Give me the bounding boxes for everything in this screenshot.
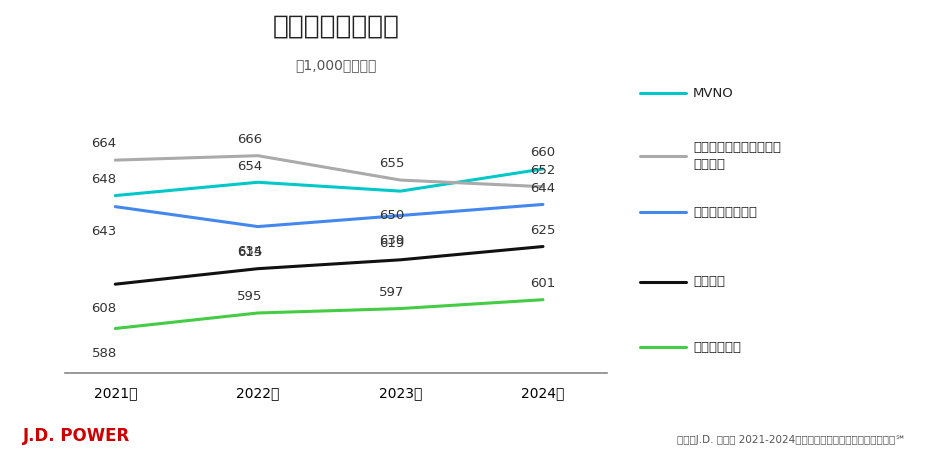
Text: 643: 643 [92,225,117,238]
Text: 660: 660 [531,146,556,159]
Text: 619: 619 [379,237,404,250]
Text: 597: 597 [379,286,404,299]
Text: 654: 654 [237,159,262,172]
Text: 625: 625 [531,224,556,237]
Text: 655: 655 [379,158,404,171]
Text: 650: 650 [379,209,404,222]
Text: 648: 648 [92,173,117,186]
Text: 総合満足度スコア: 総合満足度スコア [273,14,400,40]
Text: 601: 601 [531,277,556,290]
Text: 出典：J.D. パワー 2021-2024年携帯電話サービス顧客満足度調査℠: 出典：J.D. パワー 2021-2024年携帯電話サービス顧客満足度調査℠ [677,435,906,445]
Text: 588: 588 [92,347,117,360]
Text: （1,000点満点）: （1,000点満点） [295,58,377,72]
Text: 644: 644 [531,182,556,195]
Text: オンライン専用ブランド
／プラン: オンライン専用ブランド ／プラン [693,141,781,171]
Text: 業界全体: 業界全体 [693,275,725,288]
Text: 652: 652 [531,164,556,177]
Text: 大手キャリア: 大手キャリア [693,341,741,354]
Text: MVNO: MVNO [693,87,734,100]
Text: 595: 595 [237,290,262,303]
Text: バリューキャリア: バリューキャリア [693,206,757,219]
Text: 608: 608 [92,302,117,315]
Text: 666: 666 [237,133,262,146]
Text: 664: 664 [92,137,117,151]
Text: J.D. POWER: J.D. POWER [23,427,131,445]
Text: 634: 634 [237,245,262,258]
Text: 615: 615 [237,246,262,259]
Text: 639: 639 [379,233,404,247]
